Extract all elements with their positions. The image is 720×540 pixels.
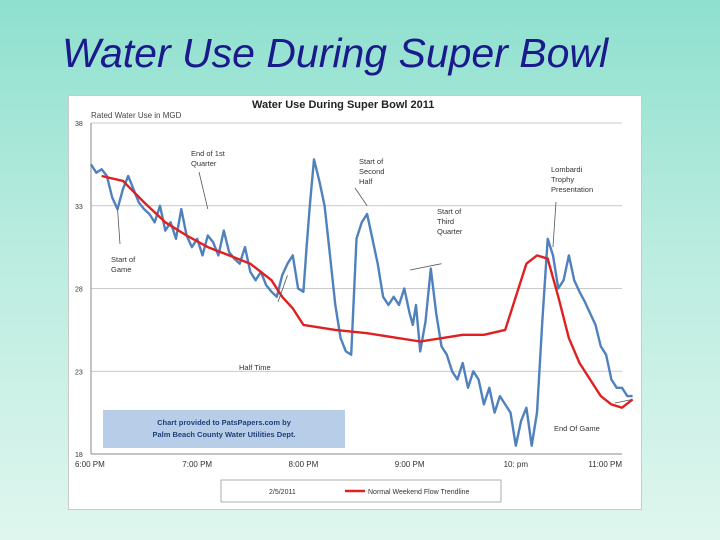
y-tick-label: 33	[75, 204, 83, 211]
annotation-arrow	[277, 275, 288, 303]
y-axis-label: Rated Water Use in MGD	[91, 111, 182, 120]
x-tick-label: 11:00 PM	[588, 460, 622, 469]
water-use-chart: Water Use During Super Bowl 2011 Rated Wa…	[75, 99, 634, 503]
slide-title: Water Use During Super Bowl	[62, 30, 609, 76]
annotation-label: Start of	[359, 157, 384, 166]
chart-frame: Water Use During Super Bowl 2011 Rated Wa…	[68, 95, 642, 510]
annotation-label: End Of Game	[554, 424, 600, 433]
annotation-label: Start of	[111, 255, 136, 264]
x-tick-label: 9:00 PM	[395, 460, 425, 469]
series-line-trendline	[101, 174, 634, 409]
legend-trend-label: Normal Weekend Flow Trendline	[368, 489, 470, 496]
annotation-arrow	[409, 263, 442, 271]
annotation-label: Second	[359, 167, 384, 176]
y-tick-label: 38	[75, 121, 83, 128]
series-line-observed	[89, 158, 633, 447]
y-tick-label: 18	[75, 452, 83, 459]
note-box	[103, 410, 345, 448]
annotation-label: Game	[111, 265, 131, 274]
y-tick-label: 23	[75, 369, 83, 376]
x-tick-label: 8:00 PM	[289, 460, 319, 469]
annotation-arrow	[198, 171, 209, 210]
annotation-arrow	[117, 209, 121, 245]
annotation-label: End of 1st	[191, 149, 226, 158]
annotation-arrow	[552, 201, 557, 248]
annotation-label: Third	[437, 217, 454, 226]
x-tick-label: 6:00 PM	[75, 460, 105, 469]
annotation-label: Start of	[437, 207, 462, 216]
legend-series-label: 2/5/2011	[269, 489, 296, 496]
annotation-arrow	[354, 187, 368, 206]
note-line: Palm Beach County Water Utilities Dept.	[152, 430, 295, 439]
annotation-label: Half	[359, 177, 373, 186]
annotation-arrow	[614, 398, 633, 404]
annotation-label: Trophy	[551, 175, 574, 184]
x-tick-label: 10: pm	[504, 460, 529, 469]
x-tick-label: 7:00 PM	[182, 460, 212, 469]
annotation-label: Half Time	[239, 363, 271, 372]
annotation-label: Presentation	[551, 185, 593, 194]
annotation-label: Quarter	[437, 227, 463, 236]
annotation-label: Lombardi	[551, 165, 583, 174]
y-tick-label: 28	[75, 287, 83, 294]
annotation-label: Quarter	[191, 159, 217, 168]
chart-title: Water Use During Super Bowl 2011	[252, 99, 434, 111]
note-line: Chart provided to PatsPapers.com by	[157, 418, 292, 427]
